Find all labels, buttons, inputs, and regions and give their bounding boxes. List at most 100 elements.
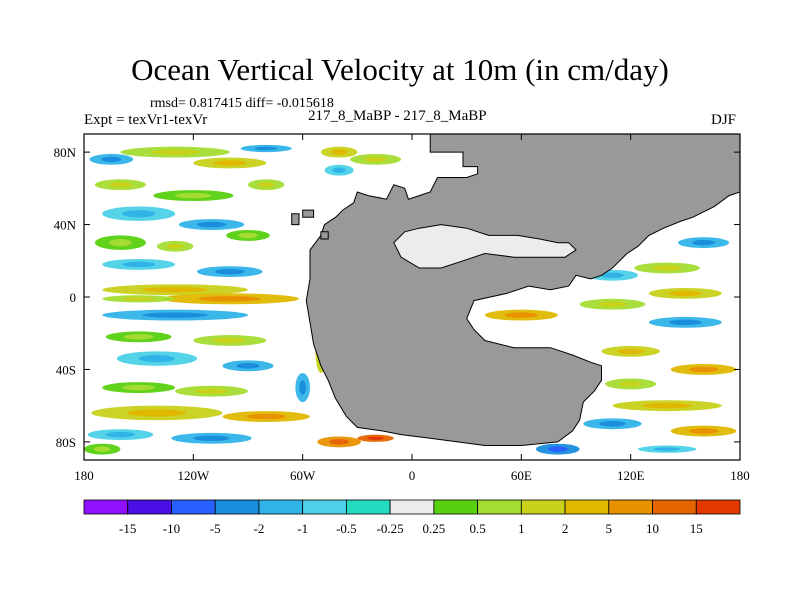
colorbar-label-8: 0.5 (469, 521, 485, 536)
velocity-core-8 (122, 261, 156, 268)
velocity-core-48 (619, 381, 643, 387)
velocity-core-3 (122, 210, 156, 218)
y-tick-label-2: 0 (70, 290, 77, 305)
velocity-core-23 (193, 435, 230, 441)
velocity-core-24 (94, 446, 111, 452)
velocity-core-59 (254, 146, 278, 151)
colorbar-box-9 (477, 499, 522, 515)
velocity-core-40 (652, 265, 682, 271)
colorbar-box-4 (258, 499, 304, 515)
velocity-core-50 (599, 421, 626, 427)
supercontinent (305, 134, 740, 446)
velocity-core-25 (150, 149, 200, 155)
colorbar-box-14 (695, 499, 741, 515)
velocity-core-12 (122, 297, 156, 301)
x-tick-label-1: 120W (177, 468, 210, 483)
colorbar-label-4: -1 (297, 521, 308, 536)
case-label: 217_8_MaBP - 217_8_MaBP (308, 108, 487, 124)
velocity-core-44 (597, 301, 628, 307)
colorbar-label-3: -2 (254, 521, 265, 536)
colorbar-label-0: -15 (119, 521, 136, 536)
colorbar-label-11: 5 (606, 521, 613, 536)
island-2 (291, 213, 300, 226)
colorbar-label-9: 1 (518, 521, 525, 536)
colorbar-label-13: 15 (690, 521, 703, 536)
velocity-core-43 (504, 312, 538, 318)
velocity-core-7 (238, 232, 258, 239)
colorbar: -15 -10 -5 -2 -1 -0.5 -0.25 0.25 0.5 1 2 5 10 15 (83, 499, 741, 536)
y-tick-label-3: 40S (56, 362, 76, 377)
x-tick-label-5: 120E (617, 468, 645, 483)
velocity-core-14 (123, 334, 154, 340)
velocity-core-53 (653, 447, 681, 451)
velocity-core-18 (122, 384, 156, 391)
velocity-core-4 (196, 221, 227, 228)
experiment-label: Expt = texVr1-texVr (84, 112, 208, 128)
velocity-core-10 (142, 287, 208, 293)
velocity-core-19 (195, 388, 228, 394)
velocity-core-41 (692, 239, 716, 246)
colorbar-box-0 (83, 499, 129, 515)
velocity-core-28 (329, 439, 349, 445)
velocity-core-42 (668, 290, 702, 297)
velocity-core-6 (166, 243, 184, 250)
colorbar-label-12: 10 (646, 521, 659, 536)
island-0 (302, 209, 315, 218)
velocity-core-60 (299, 380, 306, 395)
velocity-core-5 (108, 239, 132, 247)
land-mask (291, 134, 740, 446)
colorbar-label-7: 0.25 (422, 521, 445, 536)
velocity-core-45 (668, 319, 702, 326)
velocity-core-52 (547, 446, 568, 452)
velocity-core-2 (258, 181, 275, 188)
colorbar-box-2 (171, 499, 216, 515)
x-tick-label-3: 0 (409, 468, 416, 483)
velocity-core-26 (213, 160, 247, 166)
velocity-core-29 (367, 436, 384, 441)
velocity-core-22 (105, 431, 136, 438)
island-1 (320, 231, 329, 240)
x-tick-label-4: 60E (511, 468, 532, 483)
velocity-core-16 (138, 354, 175, 363)
velocity-core-0 (108, 181, 132, 188)
season-label: DJF (711, 112, 737, 128)
x-tick-label-6: 180 (730, 468, 750, 483)
colorbar-box-8 (433, 499, 479, 515)
colorbar-label-10: 2 (562, 521, 569, 536)
axis-ticks: 180 120W 60W 0 60E 120E 180 80N 40N 0 40S 80S (54, 134, 750, 483)
colorbar-label-1: -10 (163, 521, 180, 536)
colorbar-label-2: -5 (210, 521, 221, 536)
colorbar-box-5 (302, 499, 347, 515)
y-tick-label-4: 80S (56, 435, 76, 450)
colorbar-box-12 (608, 499, 653, 515)
colorbar-box-10 (520, 499, 566, 515)
inland-sea (393, 224, 577, 269)
colorbar-label-5: -0.5 (336, 521, 357, 536)
chart-title: Ocean Vertical Velocity at 10m (in cm/da… (131, 52, 669, 87)
colorbar-box-6 (345, 499, 391, 515)
x-tick-label-2: 60W (290, 468, 316, 483)
colorbar-box-1 (127, 499, 172, 515)
velocity-core-47 (688, 366, 719, 373)
velocity-core-61 (332, 167, 346, 173)
velocity-core-46 (617, 348, 644, 355)
colorbar-box-13 (652, 499, 697, 515)
velocity-core-49 (642, 402, 692, 409)
y-tick-label-1: 40N (54, 218, 77, 233)
velocity-core-57 (364, 156, 388, 163)
velocity-core-17 (236, 363, 260, 369)
stats-line: rmsd= 0.817415 diff= -0.015618 (150, 96, 334, 111)
colorbar-label-6: -0.25 (377, 521, 404, 536)
colorbar-box-11 (564, 499, 610, 515)
velocity-core-1 (175, 192, 212, 199)
velocity-core-21 (246, 413, 286, 420)
colorbar-box-7 (389, 499, 435, 515)
y-tick-label-0: 80N (54, 145, 77, 160)
velocity-core-9 (215, 268, 245, 275)
velocity-core-51 (688, 428, 719, 434)
velocity-core-13 (142, 312, 208, 318)
velocity-core-15 (213, 337, 247, 344)
velocity-core-58 (330, 149, 348, 155)
velocity-core-27 (101, 156, 122, 163)
